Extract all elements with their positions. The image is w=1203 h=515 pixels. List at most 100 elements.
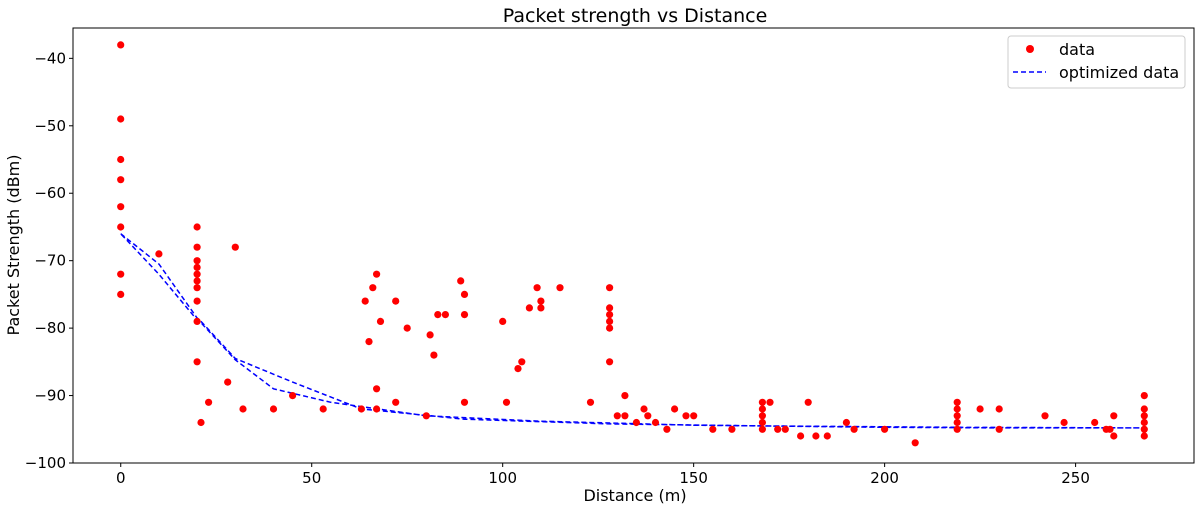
data-point (690, 412, 698, 420)
chart-title: Packet strength vs Distance (503, 5, 768, 27)
y-axis: −100 −90 −80 −70 −60 −50 −40 (25, 49, 73, 472)
data-point (1140, 425, 1148, 433)
data-point (224, 378, 232, 386)
y-tick-label: −80 (34, 319, 66, 337)
data-point (1091, 418, 1099, 427)
data-point (117, 115, 125, 123)
data-point (205, 398, 213, 406)
data-point (758, 412, 767, 420)
data-point (373, 385, 381, 393)
data-point (422, 412, 430, 420)
x-tick-label: 250 (1061, 469, 1090, 487)
x-axis: 0 50 100 150 200 250 (116, 463, 1090, 487)
data-point (193, 317, 201, 325)
data-point (1140, 432, 1148, 440)
y-tick-label: −50 (34, 117, 66, 135)
data-point (365, 338, 373, 346)
legend-label-optimized-data: optimized data (1059, 63, 1179, 82)
data-point (976, 405, 984, 413)
data-point (823, 432, 831, 440)
data-point (881, 425, 889, 433)
data-point (613, 412, 621, 420)
y-tick-label: −100 (25, 454, 66, 472)
data-point (426, 331, 434, 339)
data-point (663, 425, 671, 433)
data-point (117, 176, 125, 184)
data-point (606, 324, 614, 332)
data-point (797, 432, 805, 440)
data-point (460, 290, 469, 298)
plot-frame (72, 27, 1195, 464)
data-point (953, 418, 961, 427)
data-point (1110, 432, 1118, 440)
x-tick-label: 200 (870, 469, 899, 487)
data-point (460, 398, 469, 406)
data-point (430, 351, 438, 359)
data-point (373, 270, 381, 278)
y-tick-label: −90 (34, 387, 66, 405)
data-point (606, 284, 614, 292)
data-point-layer (117, 41, 1148, 447)
data-point (953, 425, 961, 433)
data-point (911, 439, 919, 447)
data-point (644, 412, 652, 420)
data-point (193, 277, 201, 285)
plot-area (72, 27, 1195, 464)
data-point (606, 304, 614, 312)
data-point (621, 392, 629, 400)
data-point (1140, 412, 1148, 420)
data-point (457, 277, 465, 285)
data-point (1140, 418, 1148, 427)
data-point (193, 263, 201, 271)
data-point (117, 290, 125, 298)
data-point (269, 405, 278, 413)
data-point (117, 155, 125, 164)
data-point (499, 317, 507, 325)
data-point (403, 324, 411, 332)
data-point (514, 365, 522, 373)
data-point (197, 418, 205, 427)
data-point (556, 284, 564, 292)
data-point (376, 317, 385, 325)
data-point (193, 257, 201, 265)
data-point (606, 358, 614, 366)
x-tick-label: 100 (488, 469, 517, 487)
data-point (369, 284, 377, 292)
data-point (361, 297, 369, 305)
data-point (434, 311, 442, 319)
data-point (117, 223, 125, 231)
data-point (995, 425, 1003, 433)
data-point (518, 358, 526, 366)
data-point (117, 41, 125, 49)
data-point (1110, 412, 1118, 420)
data-point (533, 284, 541, 292)
data-point (193, 243, 201, 251)
data-point (502, 398, 511, 406)
data-point (193, 284, 201, 292)
data-point (606, 317, 614, 325)
data-point (758, 398, 767, 406)
optimized-data-line (120, 233, 1145, 429)
data-point (117, 203, 125, 211)
data-point (953, 398, 961, 406)
data-point (193, 223, 201, 231)
data-point (804, 398, 812, 406)
data-point (621, 412, 629, 420)
data-point (193, 297, 201, 305)
data-point (357, 405, 365, 413)
data-point (319, 405, 327, 413)
data-point (239, 405, 247, 413)
legend: data optimized data (1007, 35, 1186, 89)
y-tick-label: −70 (34, 252, 66, 270)
data-point (193, 270, 201, 278)
y-tick-label: −60 (34, 184, 66, 202)
data-point (1106, 425, 1114, 433)
data-point (995, 405, 1003, 413)
data-point (525, 304, 534, 312)
data-point (392, 297, 400, 305)
data-point (781, 425, 789, 433)
fit-line-layer (120, 233, 1145, 429)
data-point (682, 412, 690, 420)
legend-box (1007, 35, 1186, 89)
